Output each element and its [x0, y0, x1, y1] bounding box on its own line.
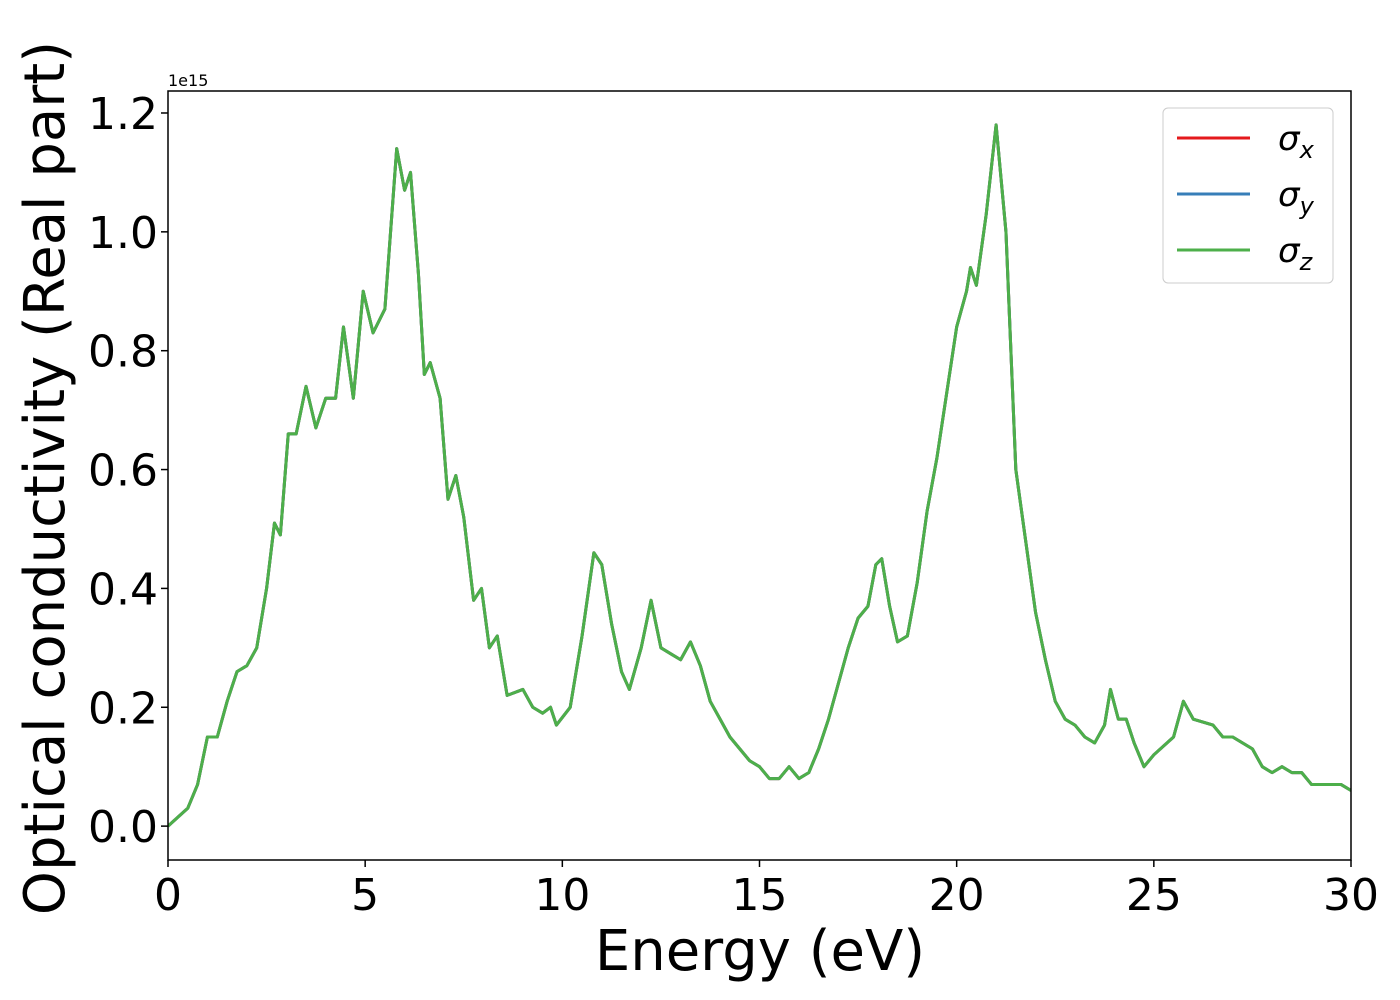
y-offset-label: 1e15 [168, 71, 208, 90]
x-tick-label: 10 [534, 870, 590, 921]
x-tick-label: 0 [154, 870, 182, 921]
x-tick-label: 25 [1126, 870, 1182, 921]
x-axis-label: Energy (eV) [595, 919, 925, 984]
y-tick-label: 0.4 [88, 564, 158, 615]
y-tick-label: 1.0 [88, 208, 158, 259]
y-tick-label: 1.2 [88, 89, 158, 140]
y-axis-label: Optical conductivity (Real part) [13, 41, 78, 915]
y-tick-label: 0.2 [88, 683, 158, 734]
legend-label: σx [1278, 119, 1315, 164]
y-tick-label: 0.6 [88, 446, 158, 497]
x-tick-label: 30 [1323, 870, 1379, 921]
x-tick-label: 20 [929, 870, 985, 921]
y-tick-label: 0.0 [88, 802, 158, 853]
data-line [168, 123, 1351, 828]
legend-label: σz [1278, 231, 1314, 276]
x-tick-label: 5 [351, 870, 379, 921]
plot-frame [167, 90, 1352, 861]
legend-label: σy [1278, 175, 1315, 220]
x-tick-label: 15 [732, 870, 788, 921]
y-tick-label: 0.8 [88, 327, 158, 378]
